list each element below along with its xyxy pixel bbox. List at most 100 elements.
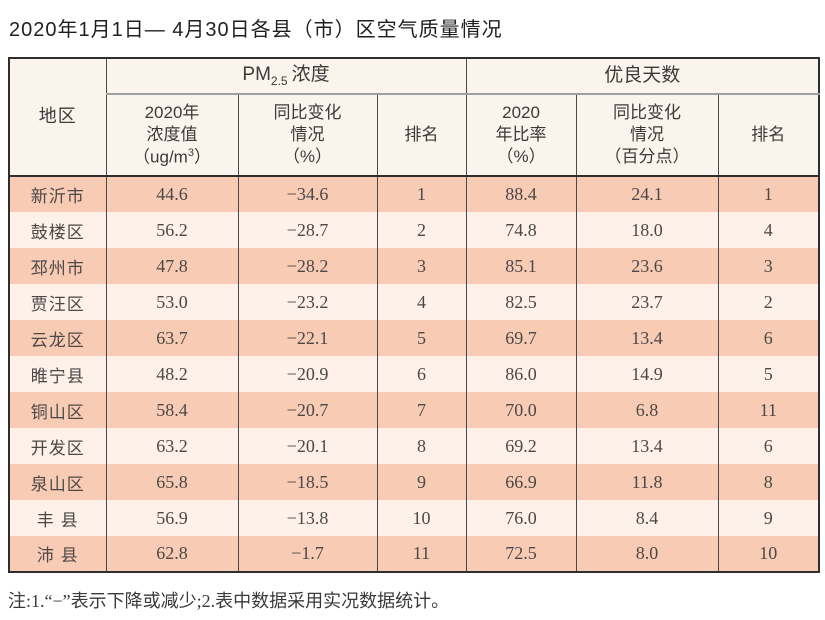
header-line: 同比变化 — [273, 103, 342, 123]
header-good-days-group: 优良天数 — [465, 58, 820, 95]
region-cell: 新沂市 — [8, 176, 107, 212]
cell-good_rank: 2 — [717, 284, 820, 320]
table-body: 新沂市 44.6 −34.6 1 88.4 24.1 1 鼓楼区 56.2 −28.7 2 74.8 1… — [8, 176, 820, 572]
cell-pm_value: 48.2 — [105, 356, 239, 392]
cell-pm_change: −22.1 — [237, 320, 378, 356]
header-line: 同比变化 — [613, 103, 682, 123]
table-row: 丰 县 56.9 −13.8 10 76.0 8.4 9 — [8, 500, 820, 536]
cell-good_ratio: 76.0 — [465, 500, 577, 536]
header-good-ratio: 2020 年比率 （%） — [465, 94, 577, 177]
header-line: 情况 — [290, 125, 325, 145]
cell-good_ratio: 69.2 — [465, 428, 577, 464]
cell-good_change: 18.0 — [575, 212, 719, 248]
region-cell: 丰 县 — [8, 500, 107, 536]
cell-good_ratio: 66.9 — [465, 464, 577, 500]
cell-good_rank: 5 — [717, 356, 820, 392]
cell-good_change: 6.8 — [575, 392, 719, 428]
region-cell: 邳州市 — [8, 248, 107, 284]
cell-good_change: 8.4 — [575, 500, 719, 536]
table-row: 铜山区 58.4 −20.7 7 70.0 6.8 11 — [8, 392, 820, 428]
cell-good_change: 23.7 — [575, 284, 719, 320]
table-row: 贾汪区 53.0 −23.2 4 82.5 23.7 2 — [8, 284, 820, 320]
cell-pm_change: −28.7 — [237, 212, 378, 248]
table-row: 睢宁县 48.2 −20.9 6 86.0 14.9 5 — [8, 356, 820, 392]
pm25-suffix: 浓度 — [291, 63, 330, 85]
cell-pm_change: −28.2 — [237, 248, 378, 284]
cell-good_rank: 4 — [717, 212, 820, 248]
pm25-prefix: PM — [242, 63, 271, 85]
cell-pm_value: 56.9 — [105, 500, 239, 536]
cell-pm_rank: 3 — [376, 248, 467, 284]
header-line: 2020 — [502, 103, 540, 123]
cell-pm_value: 65.8 — [105, 464, 239, 500]
table-header: 地区 PM2.5 浓度 优良天数 2020年 浓度值 （ug/m3） 同比变化 情… — [8, 58, 820, 177]
cell-good_rank: 6 — [717, 320, 820, 356]
cell-pm_change: −20.1 — [237, 428, 378, 464]
cell-pm_change: −20.7 — [237, 392, 378, 428]
cell-pm_value: 63.2 — [105, 428, 239, 464]
cell-pm_value: 47.8 — [105, 248, 239, 284]
cell-good_ratio: 88.4 — [465, 176, 577, 212]
cell-good_change: 23.6 — [575, 248, 719, 284]
region-cell: 泉山区 — [8, 464, 107, 500]
cell-good_rank: 8 — [717, 464, 820, 500]
table-row: 云龙区 63.7 −22.1 5 69.7 13.4 6 — [8, 320, 820, 356]
cell-good_rank: 10 — [717, 536, 820, 572]
cell-good_ratio: 82.5 — [465, 284, 577, 320]
cell-pm_value: 44.6 — [105, 176, 239, 212]
cell-pm_rank: 11 — [376, 536, 467, 572]
cell-good_change: 8.0 — [575, 536, 719, 572]
cell-pm_change: −23.2 — [237, 284, 378, 320]
region-cell: 铜山区 — [8, 392, 107, 428]
header-line: 年比率 — [495, 125, 547, 145]
header-line: （%） — [282, 146, 333, 166]
cell-pm_rank: 8 — [376, 428, 467, 464]
footnote: 注:1.“−”表示下降或减少;2.表中数据采用实况数据统计。 — [8, 591, 450, 611]
cell-good_change: 13.4 — [575, 320, 719, 356]
table-row: 泉山区 65.8 −18.5 9 66.9 11.8 8 — [8, 464, 820, 500]
table-row: 沛 县 62.8 −1.7 11 72.5 8.0 10 — [8, 536, 820, 572]
cell-good_change: 13.4 — [575, 428, 719, 464]
header-line: （百分点） — [604, 146, 690, 166]
header-pm-rank: 排名 — [376, 94, 467, 177]
cell-good_change: 11.8 — [575, 464, 719, 500]
pm25-label: PM2.5 浓度 — [242, 63, 330, 88]
table-row: 开发区 63.2 −20.1 8 69.2 13.4 6 — [8, 428, 820, 464]
cell-pm_rank: 5 — [376, 320, 467, 356]
header-good-change: 同比变化 情况 （百分点） — [575, 94, 719, 177]
region-cell: 云龙区 — [8, 320, 107, 356]
table-row: 新沂市 44.6 −34.6 1 88.4 24.1 1 — [8, 176, 820, 212]
cell-pm_value: 62.8 — [105, 536, 239, 572]
cell-good_ratio: 74.8 — [465, 212, 577, 248]
cell-pm_change: −13.8 — [237, 500, 378, 536]
cell-pm_rank: 9 — [376, 464, 467, 500]
cell-good_ratio: 86.0 — [465, 356, 577, 392]
cell-pm_rank: 10 — [376, 500, 467, 536]
cell-good_ratio: 70.0 — [465, 392, 577, 428]
region-cell: 睢宁县 — [8, 356, 107, 392]
header-pm-change: 同比变化 情况 （%） — [237, 94, 378, 177]
cell-pm_value: 56.2 — [105, 212, 239, 248]
cell-pm_value: 58.4 — [105, 392, 239, 428]
air-quality-table: 地区 PM2.5 浓度 优良天数 2020年 浓度值 （ug/m3） 同比变化 情… — [8, 57, 821, 573]
header-line: 2020年 — [144, 103, 200, 123]
table-row: 鼓楼区 56.2 −28.7 2 74.8 18.0 4 — [8, 212, 820, 248]
cell-pm_rank: 4 — [376, 284, 467, 320]
header-line: （%） — [496, 146, 546, 166]
header-line: 浓度值 — [146, 124, 198, 144]
region-cell: 贾汪区 — [8, 284, 107, 320]
header-sub-row: 2020年 浓度值 （ug/m3） 同比变化 情况 （%） 排名 2020 年比… — [9, 94, 820, 177]
header-pm25-group: PM2.5 浓度 — [105, 58, 467, 95]
cell-pm_value: 63.7 — [105, 320, 239, 356]
region-cell: 开发区 — [8, 428, 107, 464]
cell-pm_change: −34.6 — [237, 176, 378, 212]
cell-good_rank: 9 — [717, 500, 820, 536]
region-cell: 鼓楼区 — [8, 212, 107, 248]
cell-good_change: 24.1 — [575, 176, 719, 212]
cell-pm_rank: 7 — [376, 392, 467, 428]
header-line-unit: （ug/m3） — [133, 146, 211, 167]
header-line: 情况 — [630, 125, 665, 145]
cell-pm_change: −20.9 — [237, 356, 378, 392]
cell-good_rank: 6 — [717, 428, 820, 464]
cell-pm_change: −18.5 — [237, 464, 378, 500]
